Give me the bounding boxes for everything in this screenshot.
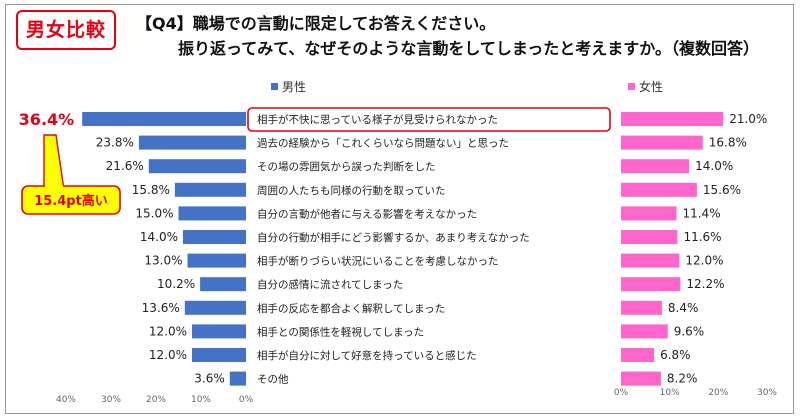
category-label: その場の雰囲気から誤った判断をした: [257, 160, 436, 173]
male-bar: [229, 371, 246, 386]
legend-marker-female: [628, 83, 635, 90]
female-axis-tick: 30%: [757, 388, 777, 398]
category-label: 相手が断りづらい状況にいることを考慮しなかった: [257, 255, 499, 268]
category-label: 周囲の人たちも同様の行動を取っていた: [257, 184, 445, 197]
male-bar: [178, 206, 246, 221]
female-bar: [621, 277, 681, 292]
category-label: 相手との関係性を軽視してしまった: [257, 325, 424, 338]
category-label: 自分の感情に流されてしまった: [257, 278, 403, 291]
female-value-label: 15.6%: [703, 183, 741, 197]
category-label: その他: [257, 373, 289, 386]
category-label: 過去の経験から「これくらいなら問題ない」と思った: [257, 137, 509, 150]
legend-label-female: 女性: [639, 79, 663, 94]
male-value-label: 13.0%: [144, 254, 182, 268]
female-bar: [621, 371, 661, 386]
male-bar: [187, 253, 246, 268]
category-label: 相手の反応を都合よく解釈してしまった: [257, 302, 445, 315]
male-value-label: 13.6%: [142, 301, 180, 315]
male-axis-tick: 0%: [239, 395, 254, 405]
category-label: 相手が自分に対して好意を持っていると感じた: [257, 349, 477, 362]
comparison-badge: 男女比較: [16, 10, 116, 50]
female-bar: [621, 206, 677, 221]
male-bar: [200, 277, 246, 292]
male-value-label: 15.0%: [135, 206, 173, 220]
male-bar: [148, 159, 246, 174]
male-value-label: 3.6%: [194, 372, 225, 386]
category-label: 自分の言動が他者に与える影響を考えなかった: [257, 207, 477, 220]
male-value-label: 23.8%: [96, 136, 134, 150]
male-value-label: 14.0%: [140, 230, 178, 244]
male-bar: [183, 230, 246, 244]
male-bar: [192, 324, 246, 339]
male-value-label: 12.0%: [149, 348, 187, 362]
male-axis-tick: 20%: [146, 395, 166, 405]
male-value-label: 36.4%: [19, 110, 75, 129]
female-value-label: 14.0%: [695, 159, 733, 173]
female-value-label: 21.0%: [729, 112, 767, 126]
callout-joint: [45, 185, 63, 189]
male-axis-tick: 30%: [101, 395, 121, 405]
female-value-label: 8.4%: [668, 301, 699, 315]
female-value-label: 8.2%: [667, 372, 698, 386]
female-value-label: 11.6%: [683, 230, 721, 244]
callout-pointer: [43, 134, 65, 191]
male-value-label: 15.8%: [132, 183, 170, 197]
female-value-label: 16.8%: [709, 136, 747, 150]
category-label: 自分の行動が相手にどう影響するか、あまり考えなかった: [257, 231, 530, 244]
female-axis-tick: 0%: [614, 388, 629, 398]
female-bar: [621, 253, 680, 268]
callout-text: 15.4pt高い: [34, 193, 108, 209]
male-value-label: 21.6%: [106, 159, 144, 173]
legend-label-male: 男性: [282, 80, 306, 94]
female-bar: [621, 159, 690, 174]
female-value-label: 6.8%: [660, 348, 691, 362]
female-bar: [621, 182, 697, 197]
male-bar: [184, 300, 246, 315]
female-bar: [621, 230, 678, 244]
question-title: 【Q4】職場での言動に限定してお答えください。: [136, 14, 496, 33]
female-bar: [621, 348, 655, 362]
female-value-label: 12.2%: [686, 277, 724, 291]
male-bar: [138, 135, 246, 150]
male-axis-tick: 10%: [191, 395, 211, 405]
female-value-label: 9.6%: [674, 324, 705, 338]
male-value-label: 12.0%: [149, 324, 187, 338]
female-bar: [621, 112, 724, 126]
female-axis-tick: 10%: [660, 388, 680, 398]
female-value-label: 11.4%: [682, 206, 720, 220]
female-bar: [621, 324, 668, 339]
male-axis-tick: 40%: [56, 395, 76, 405]
question-subtitle: 振り返ってみて、なぜそのような言動をしてしまったと考えますか。（複数回答）: [178, 39, 759, 58]
female-bar: [621, 300, 662, 315]
male-bar: [174, 182, 246, 197]
highlight-box: [247, 107, 611, 132]
male-value-label: 10.2%: [157, 277, 195, 291]
male-bar: [192, 348, 246, 362]
female-bar: [621, 135, 703, 150]
female-axis-tick: 20%: [708, 388, 728, 398]
category-label: 相手が不快に思っている様子が見受けられなかった: [257, 113, 498, 126]
legend-marker-male: [271, 83, 278, 90]
male-bar: [82, 112, 246, 126]
female-value-label: 12.0%: [685, 254, 723, 268]
callout-box: [21, 185, 121, 215]
